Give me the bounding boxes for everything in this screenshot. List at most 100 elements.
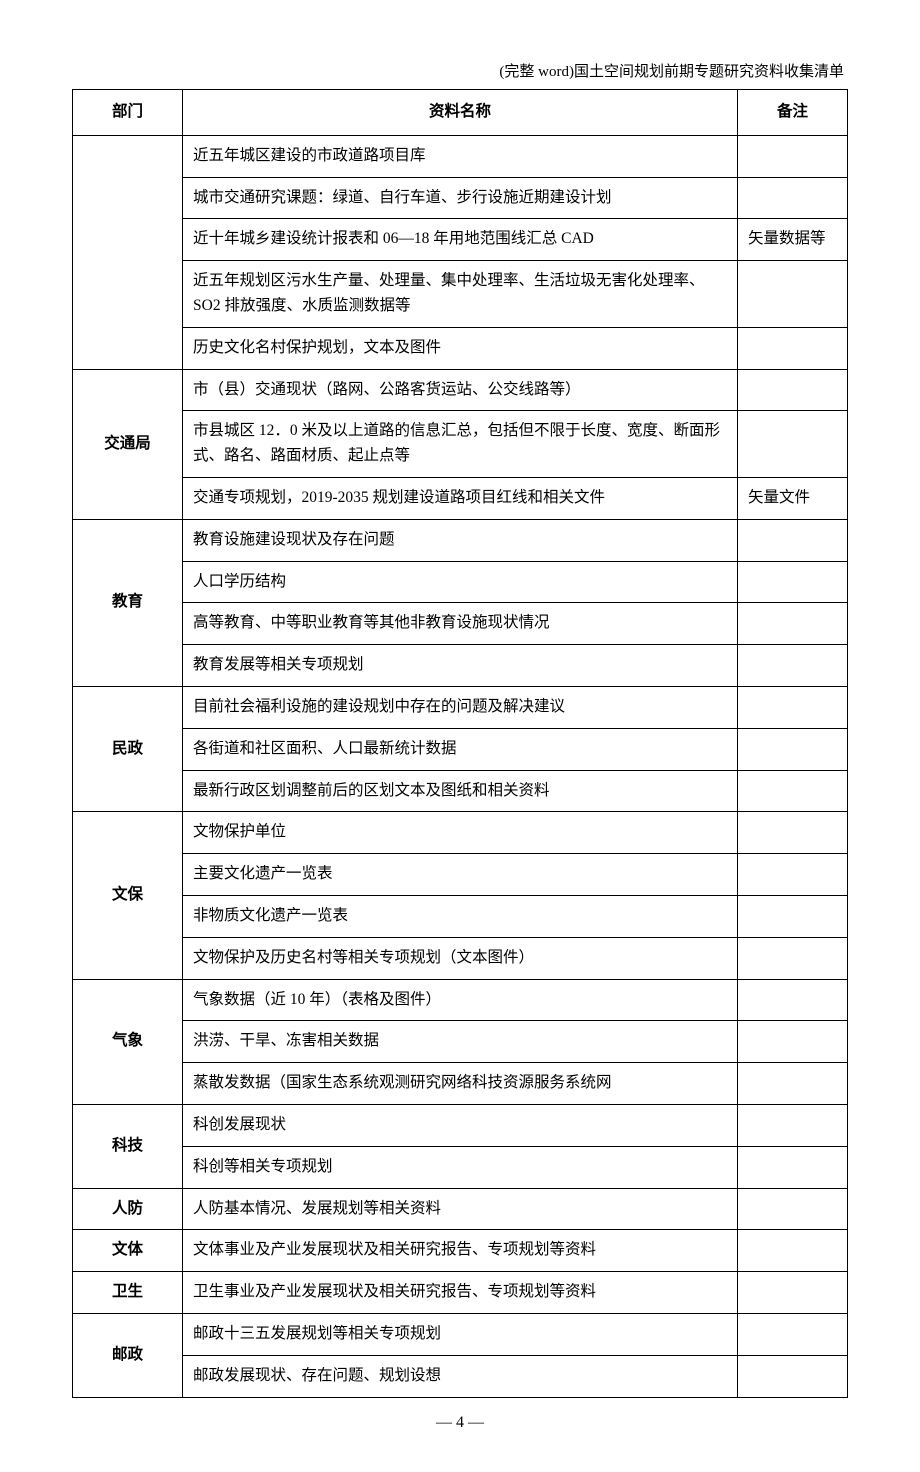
cell-name: 教育发展等相关专项规划 bbox=[183, 645, 738, 687]
table-row: 市县城区 12．0 米及以上道路的信息汇总，包括但不限于长度、宽度、断面形式、路… bbox=[73, 411, 848, 478]
cell-name: 各街道和社区面积、人口最新统计数据 bbox=[183, 728, 738, 770]
cell-remark bbox=[738, 177, 848, 219]
cell-name: 市（县）交通现状（路网、公路客货运站、公交线路等） bbox=[183, 369, 738, 411]
cell-name: 城市交通研究课题：绿道、自行车道、步行设施近期建设计划 bbox=[183, 177, 738, 219]
cell-name: 邮政发展现状、存在问题、规划设想 bbox=[183, 1355, 738, 1397]
cell-name: 交通专项规划，2019-2035 规划建设道路项目红线和相关文件 bbox=[183, 477, 738, 519]
cell-name: 文物保护单位 bbox=[183, 812, 738, 854]
cell-remark bbox=[738, 895, 848, 937]
header-remark: 备注 bbox=[738, 90, 848, 136]
cell-remark bbox=[738, 686, 848, 728]
table-row: 近十年城乡建设统计报表和 06—18 年用地范围线汇总 CAD矢量数据等 bbox=[73, 219, 848, 261]
table-row: 文物保护及历史名村等相关专项规划（文本图件） bbox=[73, 937, 848, 979]
cell-name: 近十年城乡建设统计报表和 06—18 年用地范围线汇总 CAD bbox=[183, 219, 738, 261]
header-dept: 部门 bbox=[73, 90, 183, 136]
cell-remark bbox=[738, 603, 848, 645]
cell-name: 人防基本情况、发展规划等相关资料 bbox=[183, 1188, 738, 1230]
cell-dept: 人防 bbox=[73, 1188, 183, 1230]
cell-remark bbox=[738, 1272, 848, 1314]
table-row: 文保文物保护单位 bbox=[73, 812, 848, 854]
table-row: 蒸散发数据（国家生态系统观测研究网络科技资源服务系统网 bbox=[73, 1063, 848, 1105]
table-row: 近五年城区建设的市政道路项目库 bbox=[73, 135, 848, 177]
cell-name: 文物保护及历史名村等相关专项规划（文本图件） bbox=[183, 937, 738, 979]
table-row: 邮政邮政十三五发展规划等相关专项规划 bbox=[73, 1313, 848, 1355]
table-row: 各街道和社区面积、人口最新统计数据 bbox=[73, 728, 848, 770]
data-table: 部门 资料名称 备注 近五年城区建设的市政道路项目库城市交通研究课题：绿道、自行… bbox=[72, 89, 848, 1398]
cell-dept bbox=[73, 135, 183, 369]
cell-name: 近五年规划区污水生产量、处理量、集中处理率、生活垃圾无害化处理率、SO2 排放强… bbox=[183, 261, 738, 328]
cell-name: 非物质文化遗产一览表 bbox=[183, 895, 738, 937]
table-row: 交通专项规划，2019-2035 规划建设道路项目红线和相关文件矢量文件 bbox=[73, 477, 848, 519]
cell-remark bbox=[738, 812, 848, 854]
cell-remark bbox=[738, 645, 848, 687]
cell-remark bbox=[738, 1188, 848, 1230]
table-row: 教育教育设施建设现状及存在问题 bbox=[73, 519, 848, 561]
cell-remark bbox=[738, 261, 848, 328]
cell-name: 科创等相关专项规划 bbox=[183, 1146, 738, 1188]
cell-remark: 矢量文件 bbox=[738, 477, 848, 519]
cell-remark bbox=[738, 1146, 848, 1188]
cell-name: 高等教育、中等职业教育等其他非教育设施现状情况 bbox=[183, 603, 738, 645]
cell-remark bbox=[738, 1355, 848, 1397]
cell-remark bbox=[738, 1313, 848, 1355]
table-row: 邮政发展现状、存在问题、规划设想 bbox=[73, 1355, 848, 1397]
cell-remark bbox=[738, 1021, 848, 1063]
cell-remark bbox=[738, 937, 848, 979]
table-row: 民政目前社会福利设施的建设规划中存在的问题及解决建议 bbox=[73, 686, 848, 728]
page-number: — 4 — bbox=[72, 1414, 848, 1432]
cell-name: 目前社会福利设施的建设规划中存在的问题及解决建议 bbox=[183, 686, 738, 728]
table-row: 城市交通研究课题：绿道、自行车道、步行设施近期建设计划 bbox=[73, 177, 848, 219]
table-row: 非物质文化遗产一览表 bbox=[73, 895, 848, 937]
cell-name: 历史文化名村保护规划，文本及图件 bbox=[183, 327, 738, 369]
cell-dept: 文保 bbox=[73, 812, 183, 979]
cell-remark bbox=[738, 728, 848, 770]
cell-name: 气象数据（近 10 年）（表格及图件） bbox=[183, 979, 738, 1021]
cell-dept: 邮政 bbox=[73, 1313, 183, 1397]
cell-name: 卫生事业及产业发展现状及相关研究报告、专项规划等资料 bbox=[183, 1272, 738, 1314]
cell-remark bbox=[738, 1230, 848, 1272]
cell-dept: 卫生 bbox=[73, 1272, 183, 1314]
table-row: 历史文化名村保护规划，文本及图件 bbox=[73, 327, 848, 369]
cell-remark bbox=[738, 135, 848, 177]
table-row: 人防人防基本情况、发展规划等相关资料 bbox=[73, 1188, 848, 1230]
cell-remark bbox=[738, 519, 848, 561]
table-row: 卫生卫生事业及产业发展现状及相关研究报告、专项规划等资料 bbox=[73, 1272, 848, 1314]
cell-name: 蒸散发数据（国家生态系统观测研究网络科技资源服务系统网 bbox=[183, 1063, 738, 1105]
cell-name: 教育设施建设现状及存在问题 bbox=[183, 519, 738, 561]
document-header: (完整 word)国土空间规划前期专题研究资料收集清单 bbox=[72, 60, 848, 81]
cell-dept: 民政 bbox=[73, 686, 183, 811]
cell-remark bbox=[738, 1104, 848, 1146]
table-row: 科创等相关专项规划 bbox=[73, 1146, 848, 1188]
cell-dept: 交通局 bbox=[73, 369, 183, 519]
table-body: 近五年城区建设的市政道路项目库城市交通研究课题：绿道、自行车道、步行设施近期建设… bbox=[73, 135, 848, 1397]
cell-name: 邮政十三五发展规划等相关专项规划 bbox=[183, 1313, 738, 1355]
cell-name: 市县城区 12．0 米及以上道路的信息汇总，包括但不限于长度、宽度、断面形式、路… bbox=[183, 411, 738, 478]
table-row: 最新行政区划调整前后的区划文本及图纸和相关资料 bbox=[73, 770, 848, 812]
cell-remark bbox=[738, 369, 848, 411]
cell-dept: 科技 bbox=[73, 1104, 183, 1188]
cell-name: 主要文化遗产一览表 bbox=[183, 854, 738, 896]
table-row: 人口学历结构 bbox=[73, 561, 848, 603]
cell-remark bbox=[738, 979, 848, 1021]
cell-dept: 教育 bbox=[73, 519, 183, 686]
table-header-row: 部门 资料名称 备注 bbox=[73, 90, 848, 136]
cell-remark: 矢量数据等 bbox=[738, 219, 848, 261]
cell-remark bbox=[738, 854, 848, 896]
cell-name: 人口学历结构 bbox=[183, 561, 738, 603]
cell-dept: 文体 bbox=[73, 1230, 183, 1272]
table-row: 交通局市（县）交通现状（路网、公路客货运站、公交线路等） bbox=[73, 369, 848, 411]
cell-name: 洪涝、干旱、冻害相关数据 bbox=[183, 1021, 738, 1063]
table-row: 主要文化遗产一览表 bbox=[73, 854, 848, 896]
cell-name: 最新行政区划调整前后的区划文本及图纸和相关资料 bbox=[183, 770, 738, 812]
cell-remark bbox=[738, 770, 848, 812]
table-row: 气象气象数据（近 10 年）（表格及图件） bbox=[73, 979, 848, 1021]
table-row: 教育发展等相关专项规划 bbox=[73, 645, 848, 687]
cell-remark bbox=[738, 1063, 848, 1105]
table-row: 洪涝、干旱、冻害相关数据 bbox=[73, 1021, 848, 1063]
cell-dept: 气象 bbox=[73, 979, 183, 1104]
table-row: 科技科创发展现状 bbox=[73, 1104, 848, 1146]
table-row: 近五年规划区污水生产量、处理量、集中处理率、生活垃圾无害化处理率、SO2 排放强… bbox=[73, 261, 848, 328]
header-name: 资料名称 bbox=[183, 90, 738, 136]
cell-remark bbox=[738, 411, 848, 478]
cell-name: 文体事业及产业发展现状及相关研究报告、专项规划等资料 bbox=[183, 1230, 738, 1272]
